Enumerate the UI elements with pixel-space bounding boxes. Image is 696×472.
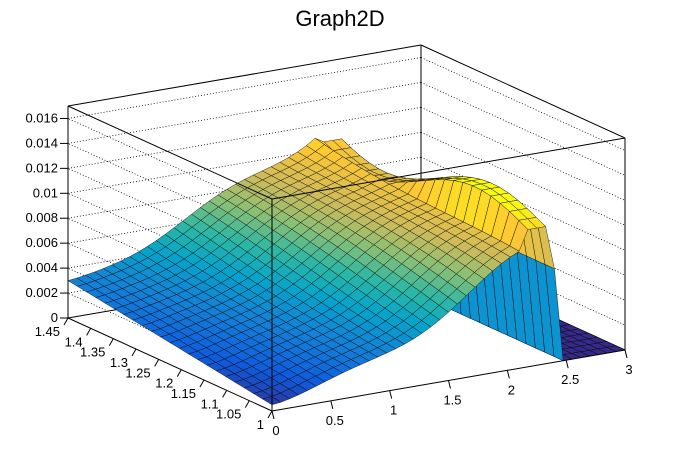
- grid-line: [67, 118, 273, 212]
- x-tick: [330, 400, 334, 409]
- x-tick: [624, 349, 628, 359]
- z-tick-label: 0.012: [25, 160, 58, 175]
- y-tick-label: 1.1: [201, 396, 219, 411]
- frame-edge: [67, 317, 273, 412]
- y-tick-label: 1.05: [216, 407, 241, 422]
- y-tick: [86, 328, 92, 336]
- y-tick: [108, 338, 114, 346]
- z-tick-label: 0: [51, 310, 58, 325]
- z-tick-label: 0.008: [25, 210, 58, 225]
- x-tick: [565, 360, 569, 369]
- grid-line: [420, 231, 626, 326]
- surface-plot: [67, 137, 626, 406]
- y-tick-label: 1: [257, 417, 264, 432]
- y-tick-label: 1.4: [65, 334, 83, 349]
- z-tick-label: 0.006: [25, 235, 58, 250]
- grid-line: [67, 82, 422, 144]
- grid: [67, 57, 626, 387]
- y-tick: [199, 379, 205, 388]
- frame-edge: [271, 137, 626, 200]
- grid-line: [67, 217, 273, 312]
- grid-line: [67, 167, 273, 262]
- y-tick-label: 1.2: [155, 376, 173, 391]
- z-tick-label: 0.014: [25, 135, 58, 150]
- x-tick: [506, 370, 510, 379]
- y-tick-label: 1.45: [35, 324, 60, 339]
- grid-line: [420, 57, 626, 151]
- x-tick: [271, 410, 275, 420]
- x-tick-label: 3: [625, 362, 632, 377]
- grid-line: [67, 143, 273, 237]
- grid-line: [67, 106, 422, 169]
- grid-line: [67, 192, 273, 287]
- grid-line: [420, 156, 626, 251]
- frame-edge: [420, 44, 626, 139]
- z-tick-label: 0.002: [25, 285, 58, 300]
- grid-line: [67, 57, 422, 119]
- x-tick: [389, 390, 393, 399]
- y-tick: [267, 410, 273, 419]
- x-tick-label: 0.5: [326, 413, 344, 428]
- x-tick-label: 2: [508, 382, 515, 397]
- y-tick: [244, 400, 250, 408]
- frame-edge: [67, 105, 273, 200]
- y-tick: [154, 359, 160, 367]
- z-tick-label: 0.01: [33, 185, 58, 200]
- y-tick-label: 1.25: [125, 365, 150, 380]
- x-tick: [448, 380, 451, 389]
- axis-ticks: 0 0.002 0.004 0.006 0.008 0.01 0.012 0.014 0.016…: [25, 110, 632, 438]
- z-tick-label: 0.004: [25, 260, 58, 275]
- y-tick-label: 1.15: [171, 386, 196, 401]
- grid-line: [420, 181, 626, 276]
- y-tick-label: 1.3: [110, 355, 128, 370]
- grid-line: [420, 206, 626, 301]
- x-tick-label: 1.5: [443, 393, 461, 408]
- z-tick-label: 0.016: [25, 110, 58, 125]
- x-tick-label: 0: [272, 423, 279, 438]
- x-tick-label: 2.5: [561, 372, 579, 387]
- y-tick: [176, 369, 182, 377]
- y-tick: [63, 317, 69, 326]
- grid-line: [420, 131, 626, 226]
- grid-line: [420, 82, 626, 176]
- grid-line: [67, 292, 273, 387]
- y-tick: [131, 348, 137, 357]
- y-tick-label: 1.35: [80, 345, 105, 360]
- y-tick: [222, 390, 228, 398]
- x-tick-label: 1: [390, 403, 397, 418]
- chart-title: Graph2D: [295, 6, 384, 31]
- frame-edge: [67, 44, 422, 107]
- grid-line: [420, 106, 626, 201]
- grid-line: [67, 242, 273, 337]
